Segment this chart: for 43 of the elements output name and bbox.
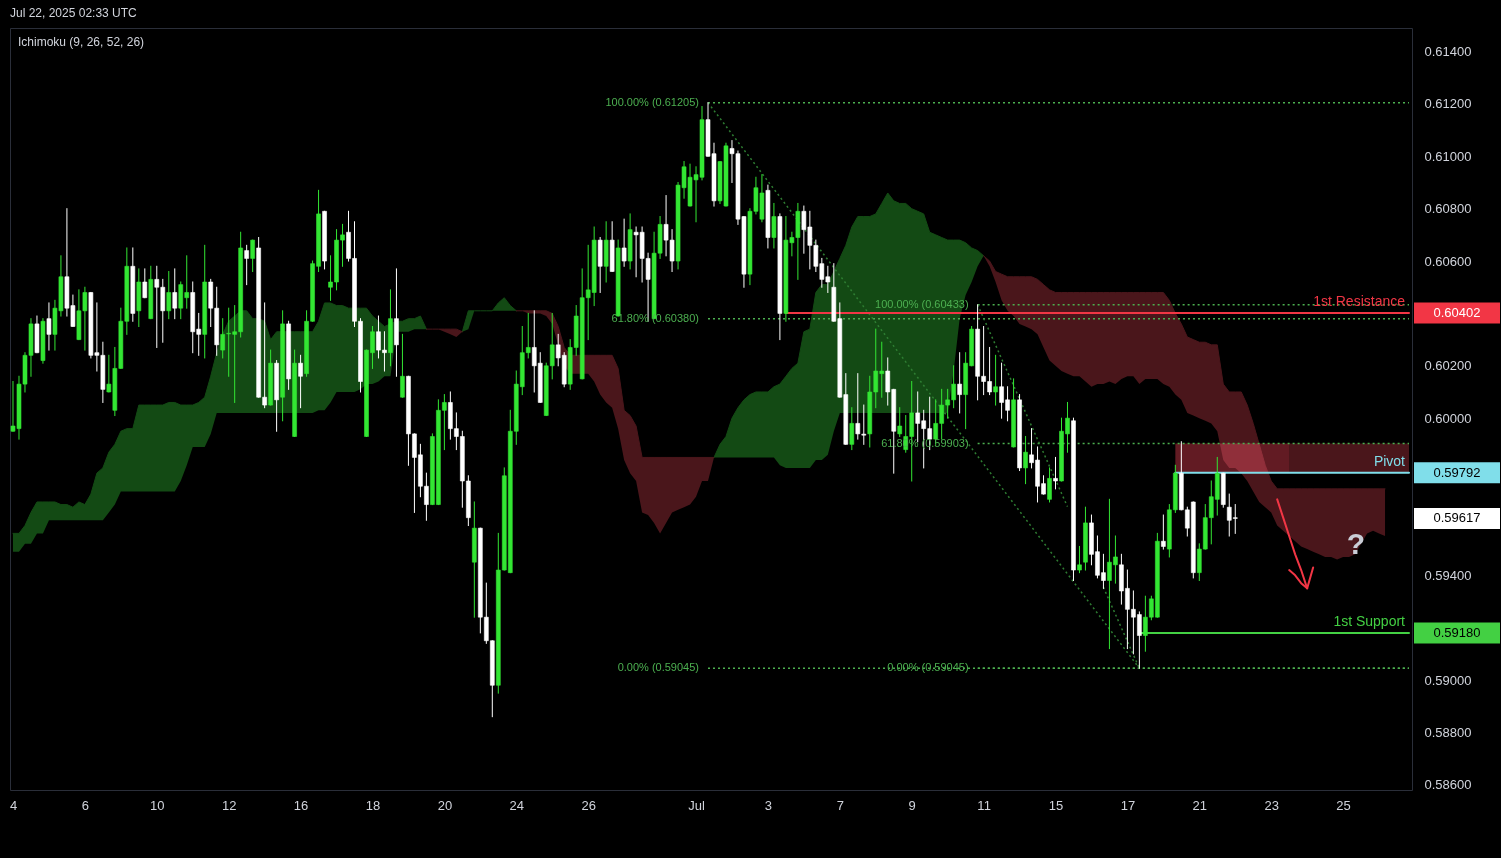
- x-tick-label: 12: [221, 797, 237, 813]
- x-tick-label: 26: [581, 797, 596, 813]
- y-tick-label: 0.59400: [1424, 567, 1472, 583]
- x-tick-label: 24: [509, 797, 525, 813]
- y-tick-label: 0.61200: [1424, 96, 1472, 112]
- series-label: 0.00% (0.59045): [617, 661, 699, 674]
- x-tick-label: 20: [437, 797, 453, 813]
- x-tick-label: 4: [9, 797, 18, 813]
- y-tick-label: 0.60800: [1424, 201, 1472, 217]
- x-tick-label: 7: [836, 797, 844, 813]
- x-tick-label: 25: [1336, 797, 1351, 813]
- series-label: Pivot: [1373, 452, 1406, 469]
- data-label: 0.59792: [1433, 464, 1481, 480]
- x-tick-label: 3: [764, 797, 773, 813]
- series-label: 100.00% (0.61205): [605, 95, 699, 108]
- data-label: 0.60402: [1433, 304, 1481, 320]
- x-tick-label: 21: [1192, 797, 1208, 813]
- x-tick-label: 23: [1264, 797, 1279, 813]
- series-label: 1st Support: [1333, 612, 1406, 629]
- series-label: 1st Resistance: [1313, 292, 1406, 309]
- x-tick-label: 16: [293, 797, 309, 813]
- y-tick-label: 0.58600: [1424, 777, 1472, 793]
- data-label: 0.59180: [1433, 624, 1481, 640]
- y-tick-label: 0.60200: [1424, 358, 1472, 374]
- x-tick-label: 10: [150, 797, 165, 813]
- annotation: Ichimoku (9, 26, 52, 26): [18, 35, 145, 49]
- x-tick-label: 9: [908, 797, 916, 813]
- x-tick-label: 11: [977, 797, 991, 813]
- series-label: 0.00% (0.59045): [887, 661, 969, 674]
- x-tick-label: 17: [1120, 797, 1136, 813]
- annotation: ?: [1346, 526, 1366, 560]
- chart-title: Jul 22, 2025 02:33 UTC: [10, 6, 138, 20]
- y-tick-label: 0.58800: [1424, 724, 1472, 740]
- text: 0.59617: [1433, 510, 1481, 526]
- y-tick-label: 0.61400: [1424, 44, 1472, 60]
- x-tick-label: 15: [1048, 797, 1064, 813]
- x-tick-label: 6: [81, 797, 90, 813]
- y-tick-label: 0.61000: [1424, 148, 1472, 164]
- x-tick-label: 18: [365, 797, 381, 813]
- y-tick-label: 0.59000: [1424, 672, 1472, 688]
- x-tick-label: Jul: [688, 797, 705, 813]
- y-tick-label: 0.60600: [1424, 253, 1472, 269]
- y-tick-label: 0.60000: [1424, 410, 1472, 426]
